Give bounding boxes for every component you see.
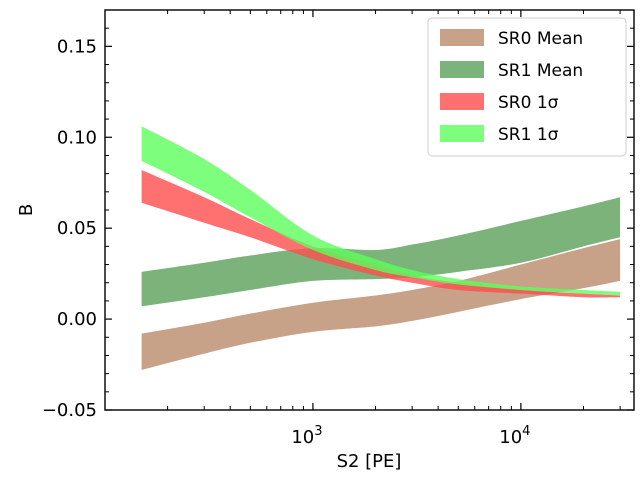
band-sr0-1sigma	[141, 170, 621, 298]
legend-swatch	[440, 125, 484, 142]
x-axis-label: S2 [PE]	[337, 451, 402, 472]
legend-swatch	[440, 29, 484, 46]
y-tick-label: 0.05	[57, 218, 97, 239]
bands-layer	[141, 126, 621, 370]
x-tick-label: 104	[499, 424, 530, 448]
y-tick-label: −0.05	[42, 400, 97, 421]
y-tick-label: 0.00	[57, 309, 97, 330]
y-tick-label: 0.15	[57, 36, 97, 57]
band-sr1-mean	[141, 197, 621, 307]
legend-swatch	[440, 61, 484, 78]
legend-label: SR1 1σ	[498, 125, 559, 145]
band-sr1-1sigma	[141, 126, 621, 296]
legend: SR0 Mean SR1 Mean SR0 1σ SR1 1σ	[427, 17, 627, 157]
legend-label: SR0 1σ	[498, 93, 559, 113]
plot-frame	[104, 9, 635, 411]
legend-label: SR1 Mean	[498, 61, 583, 81]
ticks-layer: 103 104 −0.05 0.00 0.05 0.10 0.15	[42, 9, 634, 448]
y-tick-label: 0.10	[57, 127, 97, 148]
y-axis-label: B	[16, 204, 37, 216]
legend-label: SR0 Mean	[498, 29, 583, 49]
legend-box	[427, 17, 627, 157]
x-tick-label: 103	[291, 424, 322, 448]
legend-swatch	[440, 93, 484, 110]
band-sr0-mean	[141, 239, 621, 370]
